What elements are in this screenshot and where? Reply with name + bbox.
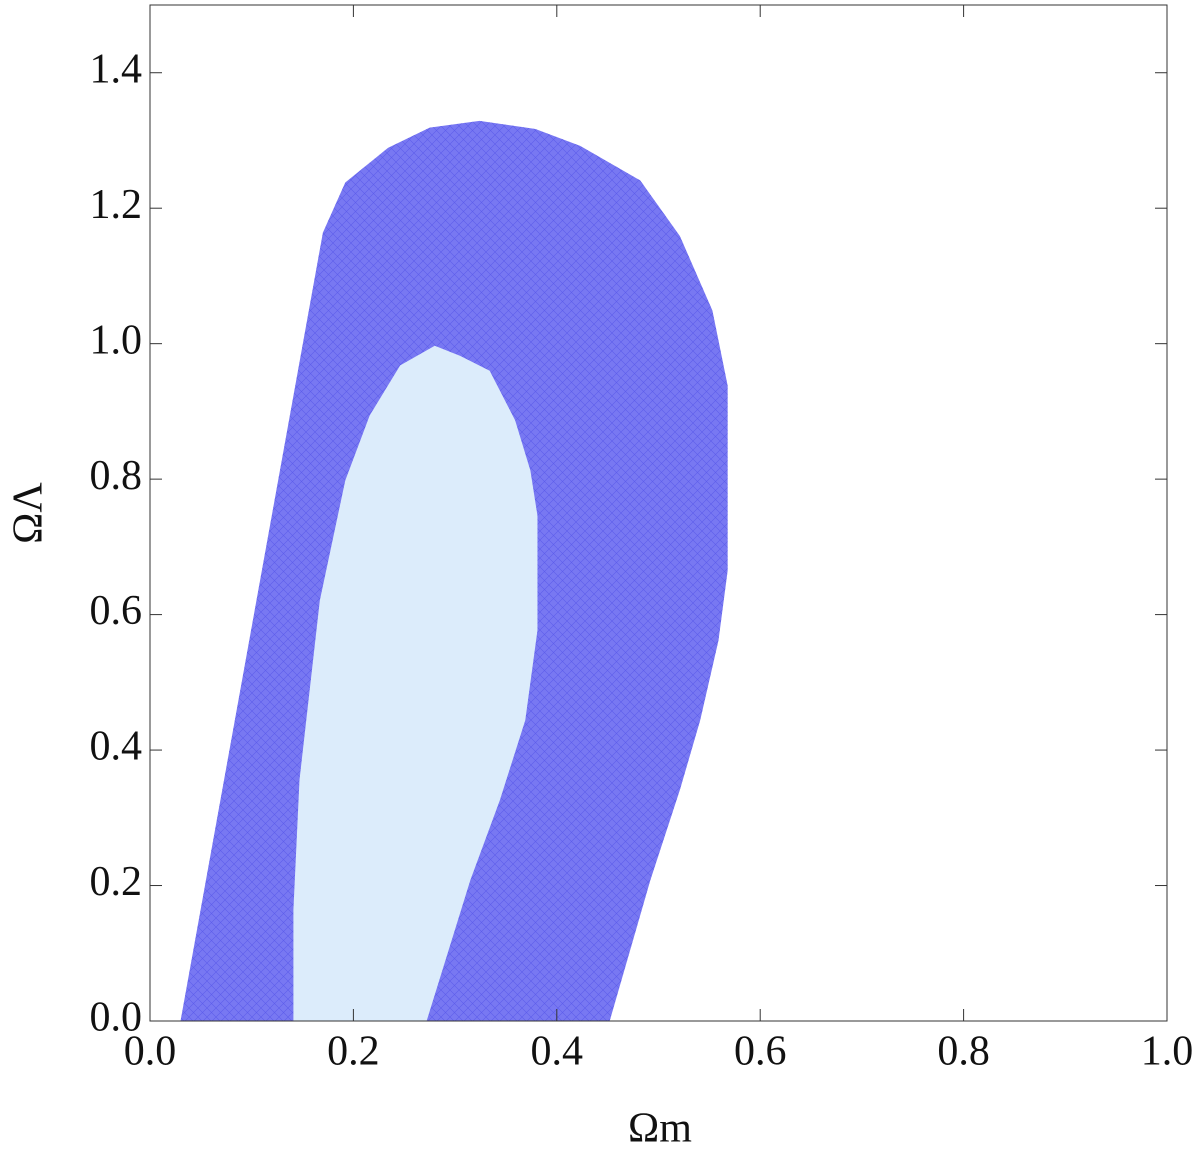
x-axis-label: Ωm [628,1106,692,1152]
plot-frame [149,4,1168,1022]
x-tick-label: 0.8 [937,1029,990,1075]
x-tick-label: 0.2 [327,1029,380,1075]
x-tick-label: 0.6 [734,1029,787,1075]
y-tick-label: 0.0 [90,995,143,1041]
x-tick-label: 1.0 [1141,1029,1194,1075]
y-tick-label: 0.8 [90,453,143,499]
y-tick-label: 0.2 [90,859,143,905]
x-tick-label: 0.4 [531,1029,584,1075]
y-tick-label: 1.0 [90,317,143,363]
x-tick-label: 0.0 [124,1029,177,1075]
y-tick-label: 0.4 [90,724,143,770]
y-axis-label: ΩΛ [6,482,52,544]
y-tick-label: 0.6 [90,588,143,634]
contour-region [293,345,538,1021]
y-tick-label: 1.4 [90,46,143,92]
y-tick-label: 1.2 [90,182,143,228]
